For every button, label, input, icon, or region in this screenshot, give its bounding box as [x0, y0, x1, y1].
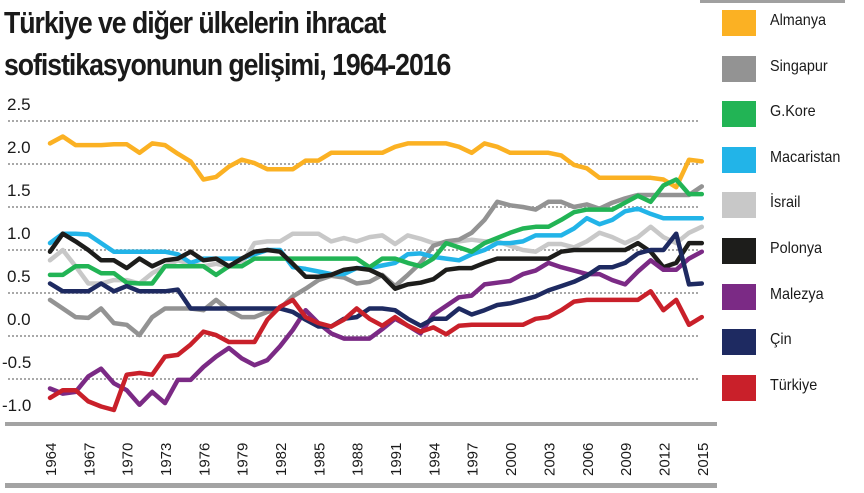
y-tick-label: 1.0: [7, 224, 31, 243]
x-tick-label: 2012: [656, 443, 673, 476]
legend-label: Malezya: [770, 285, 824, 303]
y-tick-label: 0.5: [7, 267, 31, 286]
legend-swatch: [722, 329, 756, 356]
x-axis-line: [5, 422, 717, 426]
x-tick-label: 1982: [273, 443, 290, 476]
legend-label: Çin: [770, 331, 792, 349]
legend-item: Polonya: [722, 238, 862, 268]
title-line-2: sofistikasyonunun gelişimi, 1964-2016: [4, 47, 451, 82]
legend-swatch: [722, 192, 756, 219]
legend-swatch: [722, 55, 756, 82]
x-tick-label: 2003: [541, 443, 558, 476]
x-tick-label: 1964: [43, 443, 60, 476]
legend-item: Singapur: [722, 55, 862, 86]
x-tick-label: 1991: [388, 443, 405, 476]
x-tick-label: 1994: [426, 443, 443, 476]
legend-label: Almanya: [770, 12, 827, 29]
series-line-çin: [47, 231, 705, 329]
x-tick-label: 1997: [465, 443, 482, 476]
series-line-g-kore: [47, 177, 705, 286]
series-line-i̇srail: [47, 224, 705, 286]
x-tick-label: 1967: [81, 443, 98, 476]
series-line-polonya: [47, 231, 705, 291]
x-tick-label: 2000: [503, 443, 520, 476]
x-tick-label: 2015: [695, 443, 712, 476]
x-tick-label: 2009: [618, 443, 635, 476]
legend-swatch: [722, 10, 756, 36]
legend-label: Türkiye: [770, 376, 818, 394]
x-tick-label: 1973: [158, 443, 175, 476]
series-line-almanya: [47, 134, 705, 190]
series-lines: [47, 134, 705, 413]
y-tick-label: 2.5: [7, 95, 31, 114]
x-tick-label: 1976: [196, 443, 213, 476]
legend-item: Çin: [722, 329, 862, 359]
y-axis-labels: 2.5 2.0 1.5 1.0 0.5 0.0 -0.5 -1.0: [2, 95, 31, 415]
legend-label: Polonya: [770, 240, 823, 257]
x-tick-label: 1979: [235, 443, 252, 476]
x-tick-label: 1988: [350, 443, 367, 476]
y-tick-label: 0.0: [7, 310, 31, 329]
legend-label: Macaristan: [770, 148, 841, 166]
legend-swatch: [722, 374, 756, 401]
x-tick-label: 1985: [311, 443, 328, 476]
legend-label: İsrail: [770, 194, 801, 212]
legend-item: Almanya: [722, 10, 862, 40]
legend-item: Türkiye: [722, 374, 862, 405]
y-tick-label: -0.5: [2, 353, 31, 372]
bottom-rule: [5, 483, 717, 488]
series-line-macaristan: [47, 206, 705, 277]
top-rule: [700, 0, 845, 3]
title-line-1: Türkiye ve diğer ülkelerin ihracat: [4, 5, 386, 40]
legend-item: Malezya: [722, 283, 862, 314]
legend-label: G.Kore: [770, 103, 816, 121]
chart-title: Türkiye ve diğer ülkelerin ihracat sofis…: [4, 2, 451, 86]
legend-item: İsrail: [722, 192, 862, 222]
series-line-türkiye: [47, 289, 705, 413]
x-tick-label: 1970: [120, 443, 137, 476]
y-tick-label: 2.0: [7, 138, 31, 157]
x-tick-label: 2006: [580, 443, 597, 476]
legend-swatch: [722, 238, 756, 264]
legend-swatch: [722, 283, 756, 310]
y-tick-label: 1.5: [7, 181, 31, 200]
series-line-singapur: [47, 184, 705, 338]
legend-item: Macaristan: [722, 146, 862, 177]
legend-swatch: [722, 101, 756, 128]
legend-item: G.Kore: [722, 101, 862, 131]
legend-swatch: [722, 146, 756, 173]
legend-label: Singapur: [770, 57, 828, 75]
x-axis-labels: 1964 1967 1970 1973 1976 1979 1982 1985 1988 1991…: [43, 443, 712, 476]
y-tick-label: -1.0: [2, 396, 31, 415]
